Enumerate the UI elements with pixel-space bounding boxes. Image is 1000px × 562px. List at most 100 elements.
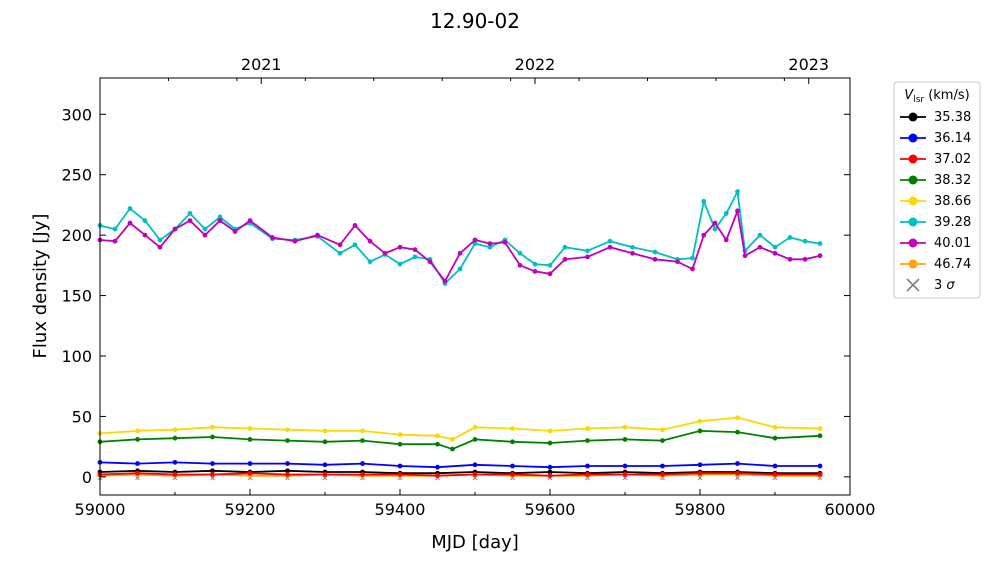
data-point	[562, 256, 568, 262]
data-point	[247, 461, 253, 466]
data-point	[547, 440, 553, 446]
data-point	[547, 262, 553, 268]
data-point	[435, 473, 440, 479]
data-point	[412, 247, 418, 253]
series-35.38	[97, 468, 823, 476]
series-line	[99, 472, 820, 477]
x-tick-label: 59400	[375, 500, 426, 519]
legend-marker	[908, 217, 918, 227]
data-point	[322, 462, 328, 468]
top-tick-label: 2023	[788, 55, 829, 74]
legend-marker	[908, 112, 918, 122]
legend-item: 37.02	[900, 152, 971, 167]
data-point	[135, 437, 140, 442]
legend-marker	[908, 133, 918, 143]
data-point	[735, 470, 740, 476]
data-point	[247, 426, 253, 431]
data-point	[285, 472, 290, 477]
legend-item: 40.01	[900, 236, 971, 251]
data-point	[697, 470, 703, 476]
data-point	[622, 424, 628, 430]
data-point	[735, 189, 740, 195]
data-point	[547, 469, 553, 475]
data-point	[757, 232, 763, 238]
data-point	[210, 472, 215, 477]
data-point	[547, 464, 553, 470]
data-point	[142, 232, 148, 238]
data-point	[135, 461, 140, 466]
y-tick-label: 250	[61, 166, 92, 185]
legend-label: 37.02	[934, 152, 971, 167]
data-point	[247, 437, 253, 442]
data-point	[352, 242, 358, 248]
series-3-σ	[97, 475, 823, 481]
data-point	[112, 226, 118, 232]
sigma-point	[472, 475, 478, 481]
data-point	[367, 259, 373, 265]
data-point	[435, 441, 440, 447]
data-point	[787, 235, 793, 240]
data-point	[532, 268, 538, 274]
data-point	[517, 262, 523, 268]
series-line	[99, 188, 821, 285]
data-point	[210, 434, 215, 440]
data-point	[772, 244, 778, 250]
series-39.28	[97, 188, 823, 286]
data-point	[472, 424, 478, 430]
data-point	[337, 242, 343, 248]
x-axis-title: MJD [day]	[431, 532, 519, 553]
data-point	[322, 439, 328, 445]
data-point	[187, 210, 193, 216]
data-point	[270, 235, 275, 240]
series-38.32	[97, 428, 823, 452]
sigma-point	[322, 475, 328, 481]
x-tick-label: 59000	[75, 500, 126, 519]
data-point	[127, 206, 133, 211]
legend-title-main: V	[904, 88, 914, 103]
legend-label: 38.66	[934, 194, 971, 209]
legend-marker	[908, 238, 918, 248]
data-point	[701, 232, 707, 238]
data-point	[712, 226, 718, 232]
data-point	[532, 261, 538, 267]
legend-marker	[906, 278, 920, 292]
data-point	[127, 220, 133, 226]
data-point	[112, 238, 118, 244]
data-point	[630, 244, 635, 250]
data-point	[817, 426, 823, 431]
data-point	[622, 463, 628, 469]
series-38.66	[97, 415, 823, 442]
data-point	[427, 259, 433, 265]
data-point	[337, 250, 343, 256]
series-line	[99, 207, 821, 283]
data-point	[247, 218, 253, 224]
x-tick-label: 59800	[675, 500, 726, 519]
y-tick-label: 300	[61, 105, 92, 124]
legend-label: 36.14	[934, 131, 971, 146]
data-point	[397, 261, 403, 267]
legend: Vlsr (km/s) 35.38 36.14 37.02 38.32 38.66 39.2…	[893, 81, 981, 299]
data-point	[787, 256, 793, 262]
data-point	[285, 461, 290, 466]
legend-item: 39.28	[900, 215, 971, 230]
legend-item: 46.74	[900, 257, 971, 272]
data-point	[435, 433, 440, 439]
data-point	[622, 437, 628, 442]
data-point	[202, 232, 208, 238]
data-point	[472, 237, 478, 243]
data-point	[397, 244, 403, 250]
data-point	[547, 271, 553, 277]
data-point	[157, 237, 163, 243]
data-point	[547, 428, 553, 434]
legend-marker	[908, 259, 918, 269]
data-point	[360, 461, 365, 466]
data-point	[367, 238, 373, 244]
legend-item: 38.66	[900, 194, 971, 209]
legend-label: 39.28	[934, 215, 971, 230]
data-point	[660, 427, 665, 433]
data-point	[322, 428, 328, 434]
data-point	[723, 237, 729, 243]
legend-title-unit: (km/s)	[924, 88, 970, 103]
legend-label: 3 σ	[934, 278, 955, 293]
y-tick-label: 200	[61, 226, 92, 245]
